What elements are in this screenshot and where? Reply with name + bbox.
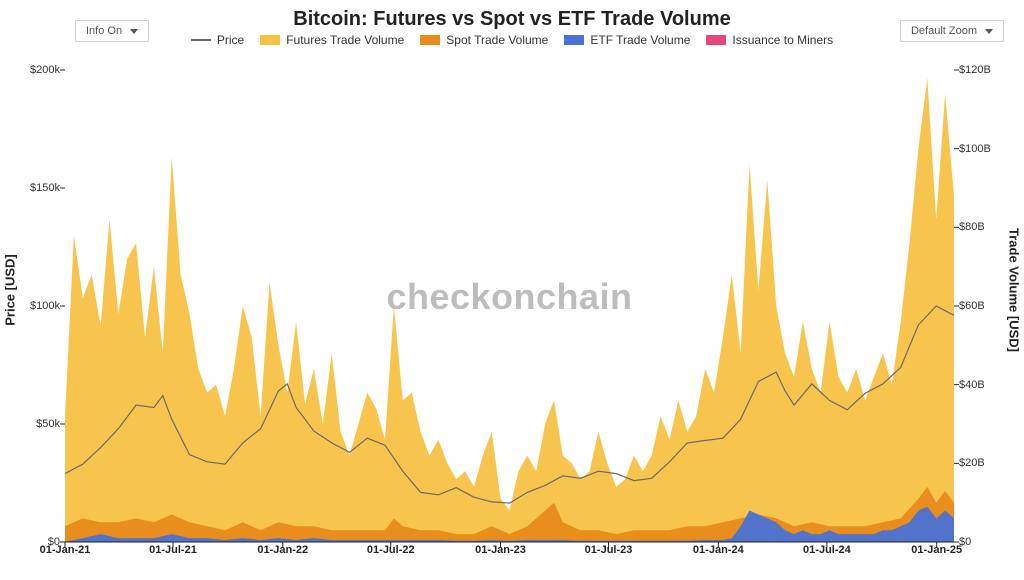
y-right-tick: $60B [959,300,1019,312]
legend-label: Futures Trade Volume [286,33,404,47]
chevron-down-icon [985,29,993,34]
y-right-tick: $80B [959,221,1019,233]
info-dropdown-label: Info On [86,25,122,37]
y-left-tick: $150k [0,182,60,194]
legend: Price Futures Trade Volume Spot Trade Vo… [0,33,1024,47]
legend-label: Price [217,33,244,47]
y-axis-left: $0$50k$100k$150k$200k [0,70,60,542]
legend-label: Spot Trade Volume [446,33,548,47]
x-tick: 01-Jul-21 [149,544,197,556]
legend-swatch-icon [706,35,726,45]
x-tick: 01-Jan-22 [257,544,308,556]
y-right-tick: $0 [959,536,1019,548]
legend-item-issuance[interactable]: Issuance to Miners [706,33,833,47]
chart-plot-area[interactable]: checkonchain [65,70,954,542]
chart-svg [65,70,954,542]
y-left-tick: $200k [0,64,60,76]
x-tick: 01-Jan-21 [40,544,91,556]
legend-item-price[interactable]: Price [191,33,244,47]
x-tick: 01-Jan-24 [693,544,744,556]
y-right-tick: $20B [959,457,1019,469]
area-futures [65,78,954,542]
y-left-tick: $50k [0,418,60,430]
legend-item-futures[interactable]: Futures Trade Volume [260,33,404,47]
chevron-down-icon [130,29,138,34]
legend-swatch-icon [420,35,440,45]
legend-label: ETF Trade Volume [590,33,690,47]
info-dropdown[interactable]: Info On [75,20,149,42]
x-axis: 01-Jan-2101-Jul-2101-Jan-2201-Jul-2201-J… [65,544,954,564]
legend-label: Issuance to Miners [732,33,833,47]
zoom-dropdown-label: Default Zoom [911,25,977,37]
y-right-tick: $40B [959,379,1019,391]
x-tick: 01-Jan-23 [475,544,526,556]
legend-item-etf[interactable]: ETF Trade Volume [564,33,690,47]
legend-item-spot[interactable]: Spot Trade Volume [420,33,548,47]
x-tick: 01-Jan-25 [911,544,962,556]
zoom-dropdown[interactable]: Default Zoom [900,20,1004,42]
x-tick: 01-Jul-24 [803,544,851,556]
y-left-tick: $100k [0,300,60,312]
y-right-tick: $120B [959,64,1019,76]
legend-swatch-icon [260,35,280,45]
y-axis-right: $0$20B$40B$60B$80B$100B$120B [959,70,1019,542]
x-tick: 01-Jul-23 [585,544,633,556]
chart-title: Bitcoin: Futures vs Spot vs ETF Trade Vo… [0,0,1024,31]
x-tick: 01-Jul-22 [367,544,415,556]
legend-swatch-icon [564,35,584,45]
y-right-tick: $100B [959,143,1019,155]
legend-line-icon [191,39,211,41]
